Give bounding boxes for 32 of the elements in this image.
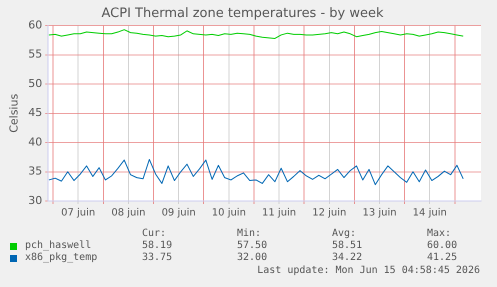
y-tick-label: 60 xyxy=(28,18,42,32)
chart-title: ACPI Thermal zone temperatures - by week xyxy=(101,6,384,22)
text: 34.22 xyxy=(332,252,364,264)
text: 41.25 xyxy=(427,252,458,264)
text: 33.75 xyxy=(142,252,174,264)
x-tick-label: 10 juin xyxy=(212,208,246,219)
text: 60.00 xyxy=(427,240,458,252)
y-tick-label: 45 xyxy=(28,106,42,120)
text: Min: xyxy=(237,228,262,240)
text: 58.51 xyxy=(332,240,364,252)
legend-label: pch_haswell xyxy=(25,240,92,252)
text: 58.19 xyxy=(142,240,174,252)
x-tick-label: 07 juin xyxy=(61,208,96,219)
text: Last update: Mon Jun 15 04:58:45 2026 xyxy=(257,265,480,276)
y-tick-label: 30 xyxy=(28,194,42,207)
text: Avg: xyxy=(332,228,358,240)
text: Max: xyxy=(427,228,452,240)
x-tick-label: 14 juin xyxy=(412,208,447,219)
x-tick-label: 11 juin xyxy=(262,208,296,219)
text: 57.50 xyxy=(237,240,268,252)
y-tick-label: 50 xyxy=(28,76,42,90)
y-tick-label: 40 xyxy=(28,135,42,148)
x-tick-label: 13 juin xyxy=(362,208,397,219)
x-tick-label: 12 juin xyxy=(312,208,346,219)
x-tick-label: 09 juin xyxy=(162,208,196,219)
y-tick-label: 55 xyxy=(28,48,42,61)
y-axis-title: Celsius xyxy=(7,94,20,133)
text: 32.00 xyxy=(237,252,268,264)
y-tick-label: 35 xyxy=(28,164,42,178)
text: Cur: xyxy=(142,228,168,240)
legend-label: x86_pkg_temp xyxy=(25,252,98,264)
x-tick-label: 08 juin xyxy=(111,208,146,219)
